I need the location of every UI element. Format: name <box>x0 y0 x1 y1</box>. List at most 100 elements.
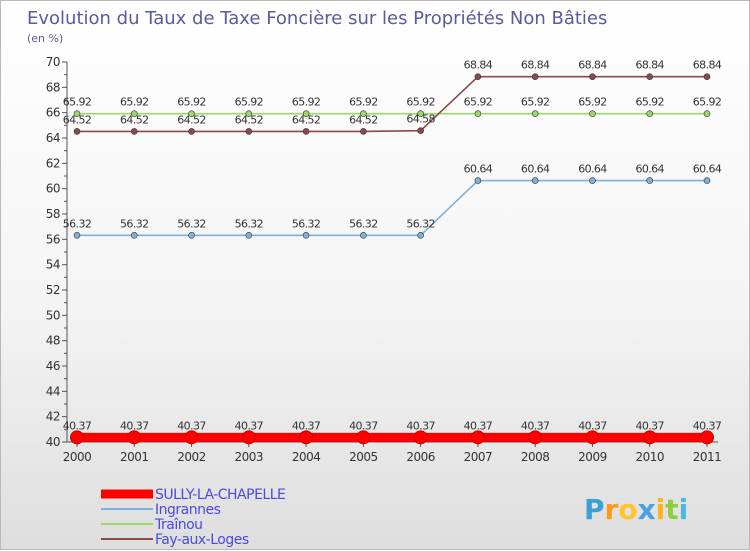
data-label: 65.92 <box>63 96 92 109</box>
data-point <box>73 110 81 117</box>
y-tick-label: 62 <box>46 156 60 170</box>
x-tick-label: 2005 <box>349 450 378 464</box>
series-sully-la-chapelle <box>70 430 714 445</box>
y-tick-label: 46 <box>46 359 60 373</box>
data-label: 65.92 <box>521 96 550 109</box>
data-point <box>417 127 424 134</box>
data-point <box>646 110 654 117</box>
data-point <box>589 177 596 184</box>
data-label: 40.37 <box>578 419 607 432</box>
y-tick-label: 40 <box>46 435 60 449</box>
data-point <box>360 128 367 135</box>
x-tick-label: 2010 <box>635 450 664 464</box>
data-label: 65.92 <box>120 96 149 109</box>
chart-title: Evolution du Taux de Taxe Foncière sur l… <box>27 8 607 29</box>
logo-letter: t <box>665 493 678 526</box>
data-point <box>360 231 367 239</box>
data-point <box>700 430 714 445</box>
series-layer <box>70 73 714 445</box>
data-label: 64.52 <box>235 113 264 126</box>
series-fay-aux-loges <box>73 73 711 135</box>
proxiti-logo: Proxiti <box>584 493 688 526</box>
x-tick-label: 2011 <box>693 450 722 464</box>
data-label: 64.52 <box>63 113 92 126</box>
data-point <box>417 231 424 239</box>
data-point <box>528 430 543 445</box>
data-label: 56.32 <box>63 217 92 230</box>
data-point <box>589 73 596 80</box>
x-tick-label: 2006 <box>406 450 435 464</box>
data-point <box>127 430 142 445</box>
data-point <box>302 110 310 117</box>
data-label: 60.64 <box>464 163 493 176</box>
x-tick-label: 2003 <box>235 450 264 464</box>
data-label: 56.32 <box>235 217 264 230</box>
data-label: 64.58 <box>406 113 435 126</box>
y-tick-label: 70 <box>46 55 60 69</box>
x-tick-label: 2008 <box>521 450 550 464</box>
legend: SULLY-LA-CHAPELLEIngrannesTraînouFay-aux… <box>101 487 286 548</box>
data-label: 56.32 <box>177 217 206 230</box>
x-tick-label: 2007 <box>464 450 493 464</box>
data-label: 64.52 <box>177 113 206 126</box>
data-label: 60.64 <box>521 163 550 176</box>
y-tick-label: 44 <box>46 384 60 398</box>
data-point <box>245 231 253 239</box>
logo-letter: o <box>618 493 637 526</box>
legend-label: Traînou <box>154 517 203 533</box>
series-line <box>77 179 707 237</box>
data-label: 40.37 <box>349 419 378 432</box>
data-label: 40.37 <box>635 419 664 432</box>
data-point <box>241 430 256 445</box>
y-tick-label: 58 <box>46 207 60 221</box>
logo-letter: P <box>584 493 605 526</box>
y-tick-label: 42 <box>46 410 60 424</box>
data-label: 40.37 <box>235 419 264 432</box>
data-point <box>130 128 138 135</box>
series-trainou <box>73 110 711 117</box>
data-point <box>356 430 371 445</box>
y-tick-label: 54 <box>46 258 60 272</box>
y-tick-label: 60 <box>46 182 60 196</box>
data-point <box>646 73 654 80</box>
data-label: 64.52 <box>292 113 321 126</box>
y-tick-label: 66 <box>46 106 60 120</box>
data-point <box>302 128 310 135</box>
y-tick-label: 52 <box>46 283 60 297</box>
logo-letter: x <box>638 493 656 526</box>
data-label: 68.84 <box>693 59 722 72</box>
data-point <box>184 430 199 445</box>
x-tick-label: 2002 <box>177 450 206 464</box>
data-label: 56.32 <box>292 217 321 230</box>
data-point <box>245 110 253 117</box>
data-point <box>299 430 314 445</box>
data-label: 68.84 <box>521 59 550 72</box>
data-point <box>188 231 195 239</box>
data-label: 40.37 <box>292 419 321 432</box>
legend-label: Ingrannes <box>155 502 221 518</box>
y-tick-label: 56 <box>46 232 60 246</box>
data-point <box>413 430 428 445</box>
axes: 40 42 44 46 48 50 52 54 56 58 60 62 64 66 68 70 2000 2001… <box>46 55 722 464</box>
data-point <box>531 110 539 117</box>
data-point <box>245 128 253 135</box>
chart-subtitle: (en %) <box>27 32 63 45</box>
series-line <box>77 75 707 133</box>
data-label: 68.84 <box>635 59 664 72</box>
data-point <box>474 73 482 80</box>
data-label: 40.37 <box>464 419 493 432</box>
data-labels-layer: 40.37 40.37 40.37 40.37 40.37 40.37 40.37 40.37… <box>63 59 723 433</box>
legend-label: SULLY-LA-CHAPELLE <box>155 487 285 503</box>
data-label: 65.92 <box>635 96 664 109</box>
legend-label: Fay-aux-Loges <box>155 532 249 548</box>
data-label: 60.64 <box>693 163 722 176</box>
data-point <box>646 177 654 184</box>
logo-letter: r <box>605 493 619 526</box>
data-point <box>70 430 84 445</box>
data-label: 64.52 <box>120 113 149 126</box>
data-label: 40.37 <box>693 419 722 432</box>
data-label: 68.84 <box>578 59 607 72</box>
data-point <box>188 110 195 117</box>
